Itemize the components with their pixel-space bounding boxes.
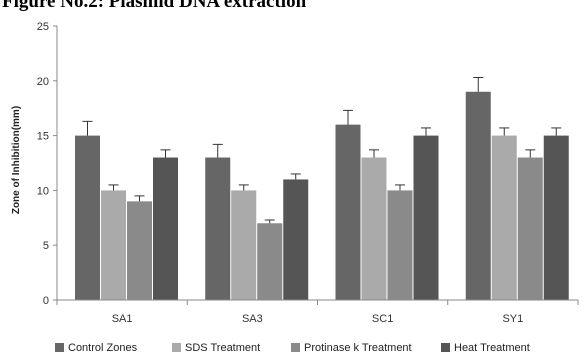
bar — [387, 190, 413, 300]
y-axis-title: Zone of Inhibition(mm) — [11, 106, 22, 214]
legend-label: Heat Treatment — [454, 342, 530, 354]
bar — [543, 135, 569, 300]
legend-label: Protinase k Treatment — [304, 342, 412, 354]
bar — [283, 179, 309, 300]
legend-swatch — [172, 343, 181, 352]
legend-label: SDS Treatment — [185, 342, 260, 354]
legend-swatch — [291, 343, 300, 352]
bar — [75, 135, 100, 300]
figure-title: Figure No.2: Plasmid DNA extraction — [2, 0, 307, 12]
legend-label: Control Zones — [68, 342, 138, 354]
y-tick-label: 20 — [37, 76, 49, 88]
bar — [465, 91, 491, 300]
bar — [257, 223, 283, 300]
bar — [153, 157, 178, 300]
x-tick-label: SA3 — [242, 313, 263, 325]
bar — [335, 124, 361, 300]
legend-swatch — [441, 343, 450, 352]
bar — [491, 135, 517, 300]
legend: Control Zones SDS Treatment Protinase k Tr… — [55, 342, 530, 354]
y-tick-label: 10 — [37, 185, 49, 197]
bar — [101, 190, 126, 300]
bar — [413, 135, 439, 300]
y-tick-label: 15 — [37, 131, 49, 143]
y-tick-label: 5 — [43, 240, 49, 252]
bars-layer — [75, 91, 569, 300]
bar — [231, 190, 257, 300]
error-bars-layer — [82, 77, 562, 224]
x-tick-label: SA1 — [112, 313, 133, 325]
bar — [361, 157, 387, 300]
y-ticks-layer: 0 5 10 15 20 25 — [37, 21, 57, 307]
y-tick-label: 25 — [37, 21, 49, 33]
x-tick-label: SC1 — [372, 313, 393, 325]
bar — [205, 157, 231, 300]
x-tick-label: SY1 — [502, 313, 523, 325]
bar — [127, 201, 152, 300]
bar — [517, 157, 543, 300]
y-tick-label: 0 — [43, 295, 49, 307]
legend-swatch — [55, 343, 64, 352]
x-ticks-layer: SA1 SA3 SC1 SY1 — [56, 300, 579, 325]
